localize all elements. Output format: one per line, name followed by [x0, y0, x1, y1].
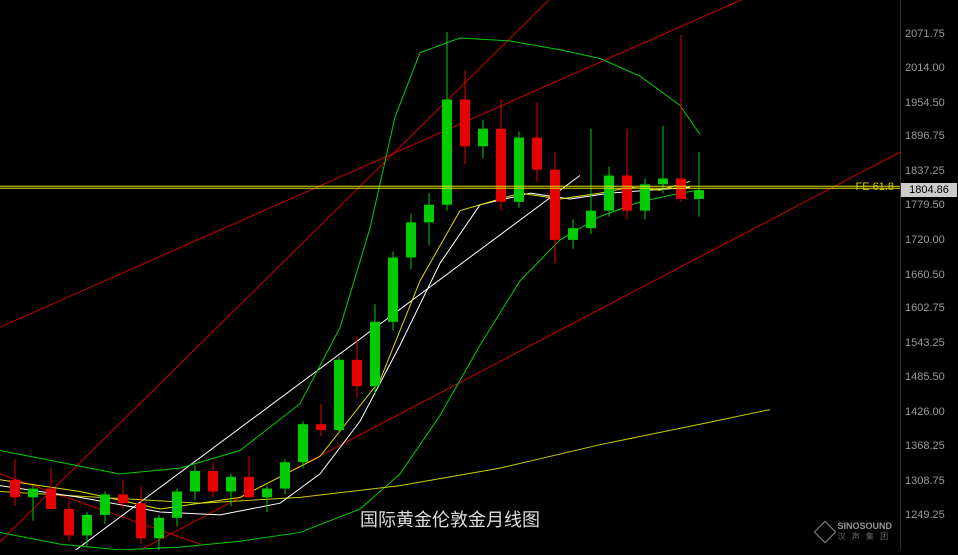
- chart-canvas[interactable]: FE 61.8 国际黄金伦敦金月线图 SINOSOUND 汉 声 集 团: [0, 0, 900, 550]
- ytick: 1896.75: [905, 130, 945, 142]
- ytick: 1779.50: [905, 199, 945, 211]
- ytick: 1660.50: [905, 269, 945, 281]
- watermark-logo: SINOSOUND 汉 声 集 团: [817, 521, 892, 542]
- fib-label: FE 61.8: [855, 181, 894, 193]
- price-axis: 2071.75 2014.00 1954.50 1896.75 1837.25 1779.…: [900, 0, 958, 550]
- ytick: 1485.50: [905, 371, 945, 383]
- ytick: 1543.25: [905, 337, 945, 349]
- current-price-tag: 1804.86: [901, 183, 957, 197]
- ytick: 1368.25: [905, 440, 945, 452]
- ytick: 2014.00: [905, 62, 945, 74]
- chart-title: 国际黄金伦敦金月线图: [360, 506, 540, 532]
- ytick: 1426.00: [905, 406, 945, 418]
- watermark-sub: 汉 声 集 团: [837, 531, 892, 542]
- ytick: 1954.50: [905, 97, 945, 109]
- watermark-brand: SINOSOUND: [837, 521, 892, 531]
- ytick: 2071.75: [905, 28, 945, 40]
- chart-svg: [0, 0, 900, 550]
- ytick: 1602.75: [905, 302, 945, 314]
- ytick: 1249.25: [905, 509, 945, 521]
- ytick: 1720.00: [905, 234, 945, 246]
- ytick: 1308.75: [905, 475, 945, 487]
- ytick: 1837.25: [905, 165, 945, 177]
